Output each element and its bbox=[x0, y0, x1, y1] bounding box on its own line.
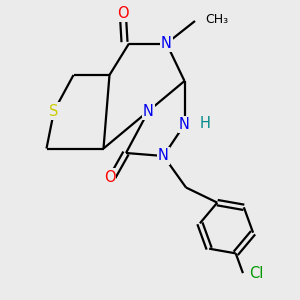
Text: Cl: Cl bbox=[249, 266, 264, 280]
Text: N: N bbox=[179, 117, 190, 132]
Text: N: N bbox=[143, 103, 154, 118]
Text: O: O bbox=[117, 6, 129, 21]
Text: S: S bbox=[49, 103, 59, 118]
Text: N: N bbox=[158, 148, 169, 164]
Text: CH₃: CH₃ bbox=[206, 13, 229, 26]
Text: H: H bbox=[200, 116, 211, 130]
Text: O: O bbox=[104, 169, 115, 184]
Text: N: N bbox=[161, 36, 172, 51]
